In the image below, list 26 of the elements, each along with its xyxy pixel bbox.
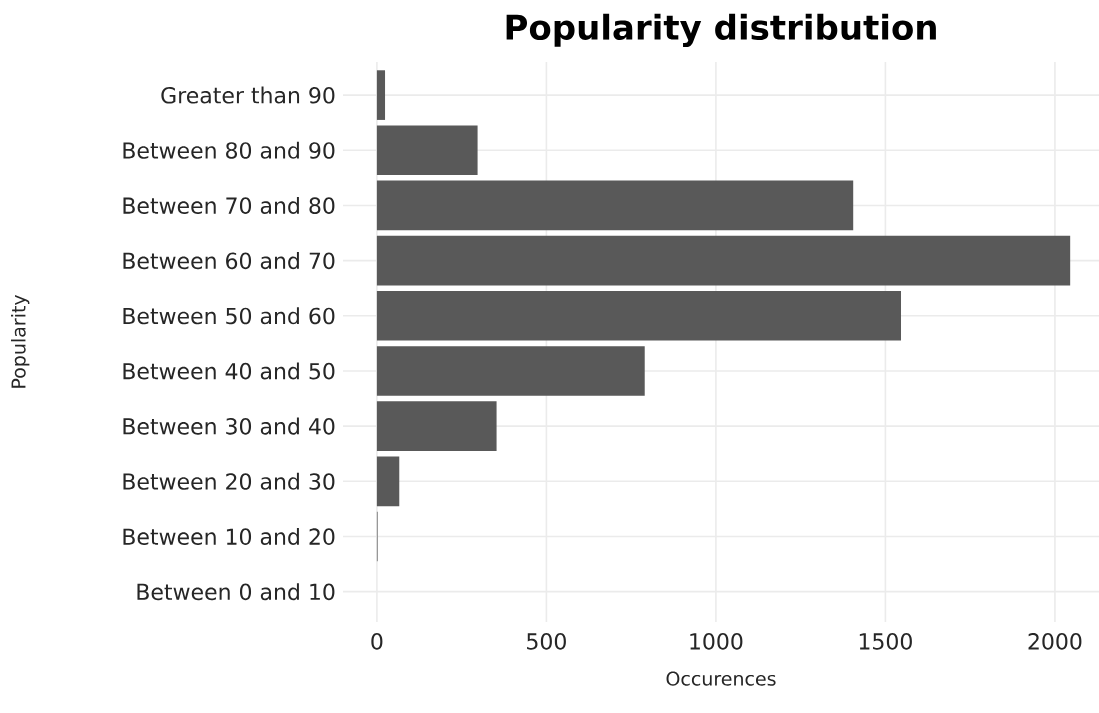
x-tick-label: 1000 [690,633,743,650]
y-tick-label: Between 80 and 90 [123,141,335,159]
y-tick-label: Between 10 and 20 [123,527,335,545]
bar [376,401,497,451]
bar [376,290,902,341]
bar [376,70,386,120]
x-tick-label: 0 [371,633,383,650]
bar [376,456,400,507]
y-tick-label: Between 70 and 80 [123,196,335,214]
y-tick-label: Between 50 and 60 [123,307,335,325]
bar [376,346,645,396]
x-tick-label: 500 [527,633,566,650]
x-tick-label: 2000 [1028,633,1082,650]
y-tick-label: Between 20 and 30 [123,472,335,490]
bar [376,235,1071,286]
y-tick-label: Greater than 90 [161,86,335,104]
bar [376,125,478,176]
y-tick-label: Between 60 and 70 [123,252,335,270]
y-tick-label: Between 0 and 10 [137,583,335,601]
x-axis-title: Occurences [666,671,776,686]
x-tick-label: 1500 [859,633,912,650]
y-tick-label: Between 40 and 50 [123,362,335,380]
chart-title: Popularity distribution [506,13,936,47]
y-axis-title: Popularity [11,294,30,388]
y-tick-label: Between 30 and 40 [123,417,335,435]
bar [376,180,854,231]
